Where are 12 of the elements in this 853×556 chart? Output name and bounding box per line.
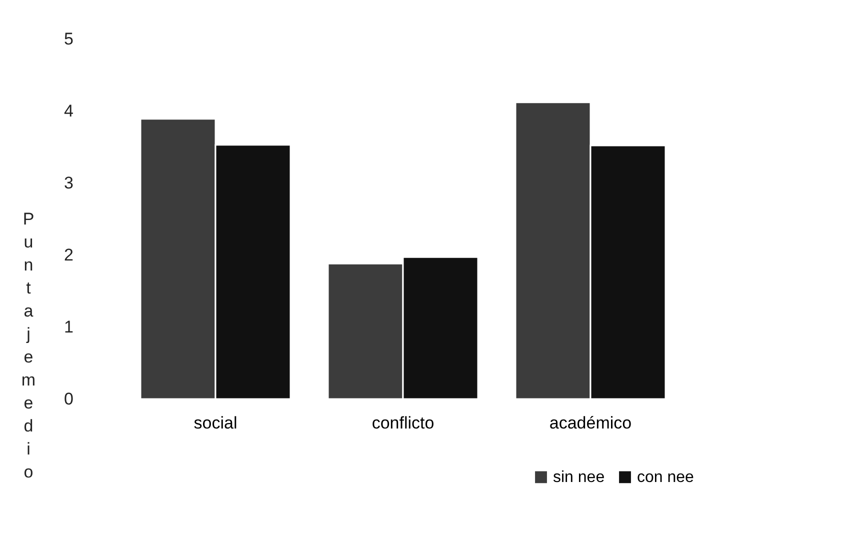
legend-label: con nee <box>637 469 694 486</box>
legend-label: sin nee <box>553 469 605 486</box>
x-tick-label: social <box>194 414 238 432</box>
y-tick-label: 5 <box>64 30 74 48</box>
y-tick-label: 3 <box>64 174 74 192</box>
y-tick-label: 1 <box>64 318 74 336</box>
x-tick-label: académico <box>549 414 632 432</box>
y-tick-label: 4 <box>64 102 74 120</box>
x-tick-label: conflicto <box>372 414 434 432</box>
text: Puntaje medio <box>21 210 36 482</box>
y-tick-label: 2 <box>64 246 74 264</box>
y-tick-label: 0 <box>64 390 74 408</box>
